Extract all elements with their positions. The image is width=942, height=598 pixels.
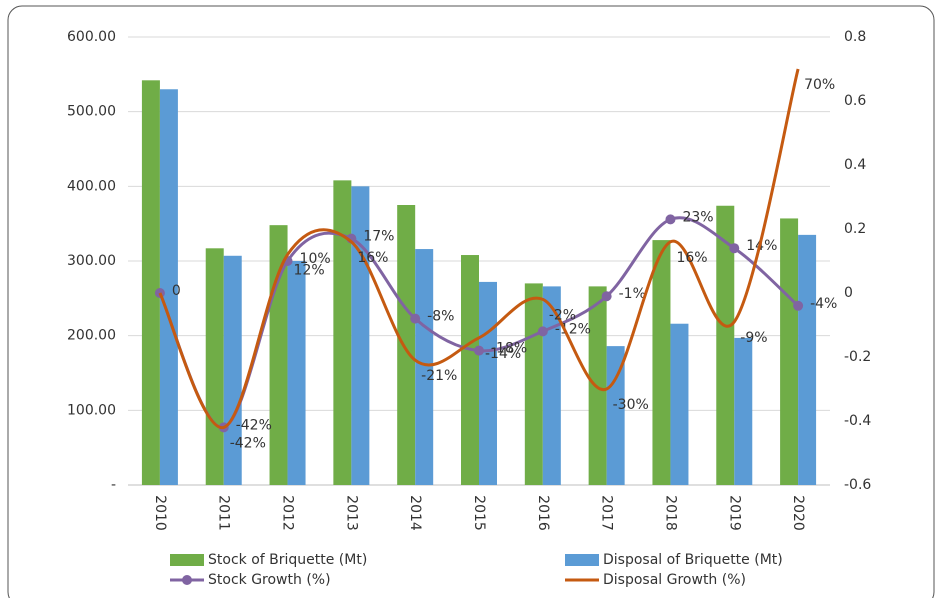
bar [415, 249, 434, 485]
y-tick-label: 200.00 [67, 328, 116, 344]
x-tick-label: 2020 [790, 495, 806, 531]
bar [159, 89, 178, 486]
data-label: -1% [619, 286, 646, 302]
data-label: 23% [682, 209, 713, 225]
data-label: 12% [294, 263, 325, 279]
data-label: 16% [357, 250, 388, 266]
data-label: 70% [804, 77, 835, 93]
bar [716, 205, 735, 485]
data-label: -2% [549, 307, 576, 323]
line [158, 68, 800, 429]
y-tick-label: 300.00 [67, 253, 116, 269]
point [729, 243, 740, 254]
point [474, 345, 484, 356]
point [537, 326, 548, 337]
y2-tick-label: -0.4 [844, 413, 871, 429]
y2-tick-label: 0.8 [844, 29, 866, 45]
legend-label: Disposal of Briquette (Mt) [603, 552, 783, 568]
x-tick-label: 2012 [280, 495, 296, 531]
x-tick-label: 2010 [152, 495, 168, 531]
data-label: -14% [485, 346, 521, 362]
data-label: -18% [491, 341, 527, 357]
y-tick-label: - [111, 477, 116, 493]
bar [461, 255, 479, 485]
legend-swatch [565, 554, 599, 566]
bar [670, 323, 689, 485]
y-tick-label: 100.00 [67, 402, 116, 418]
y2-tick-label: -0.6 [844, 477, 871, 493]
data-label: 14% [746, 238, 777, 254]
data-label: 17% [363, 229, 394, 245]
bar [734, 337, 753, 485]
data-label: -8% [427, 309, 454, 325]
data-label: -9% [740, 330, 767, 346]
x-tick-label: 2018 [662, 495, 678, 531]
bar [780, 218, 799, 485]
bar [652, 240, 671, 485]
bar [542, 286, 561, 485]
y2-tick-label: -0.2 [844, 349, 871, 365]
y2-tick-label: 0.2 [844, 221, 866, 237]
legend-label: Disposal Growth (%) [603, 572, 746, 588]
y-tick-label: 400.00 [67, 178, 116, 194]
bar [479, 281, 497, 485]
x-tick-label: 2014 [407, 495, 423, 531]
y2-tick-label: 0 [844, 285, 853, 301]
point [793, 300, 804, 311]
bar [524, 283, 543, 485]
bar [798, 234, 817, 485]
data-label: 10% [300, 251, 331, 267]
point [665, 214, 676, 225]
x-tick-label: 2011 [216, 495, 232, 531]
bar [333, 180, 352, 486]
data-label: -21% [421, 368, 457, 384]
data-label: 0 [172, 283, 181, 299]
data-label: -42% [236, 417, 272, 433]
legend-marker [182, 575, 192, 585]
legend-swatch [170, 554, 204, 566]
y-tick-label: 500.00 [67, 104, 116, 120]
x-tick-label: 2016 [535, 495, 551, 531]
bar [606, 346, 625, 485]
point [410, 313, 421, 324]
y-tick-label: 600.00 [67, 29, 116, 45]
legend-label: Stock Growth (%) [208, 572, 331, 588]
point [601, 291, 612, 302]
legend-label: Stock of Briquette (Mt) [208, 552, 367, 568]
data-label: -42% [230, 435, 266, 451]
x-tick-label: 2013 [343, 495, 359, 531]
x-tick-label: 2017 [599, 495, 615, 531]
bar [397, 205, 416, 485]
data-label: -30% [613, 397, 649, 413]
x-tick-label: 2019 [726, 495, 742, 531]
x-tick-label: 2015 [471, 495, 487, 531]
data-label: -4% [810, 296, 837, 312]
bar [205, 248, 224, 485]
y2-tick-label: 0.4 [844, 157, 866, 173]
y2-tick-label: 0.6 [844, 93, 866, 109]
bar [141, 80, 160, 485]
data-label: 16% [676, 250, 707, 266]
bar [287, 261, 306, 485]
